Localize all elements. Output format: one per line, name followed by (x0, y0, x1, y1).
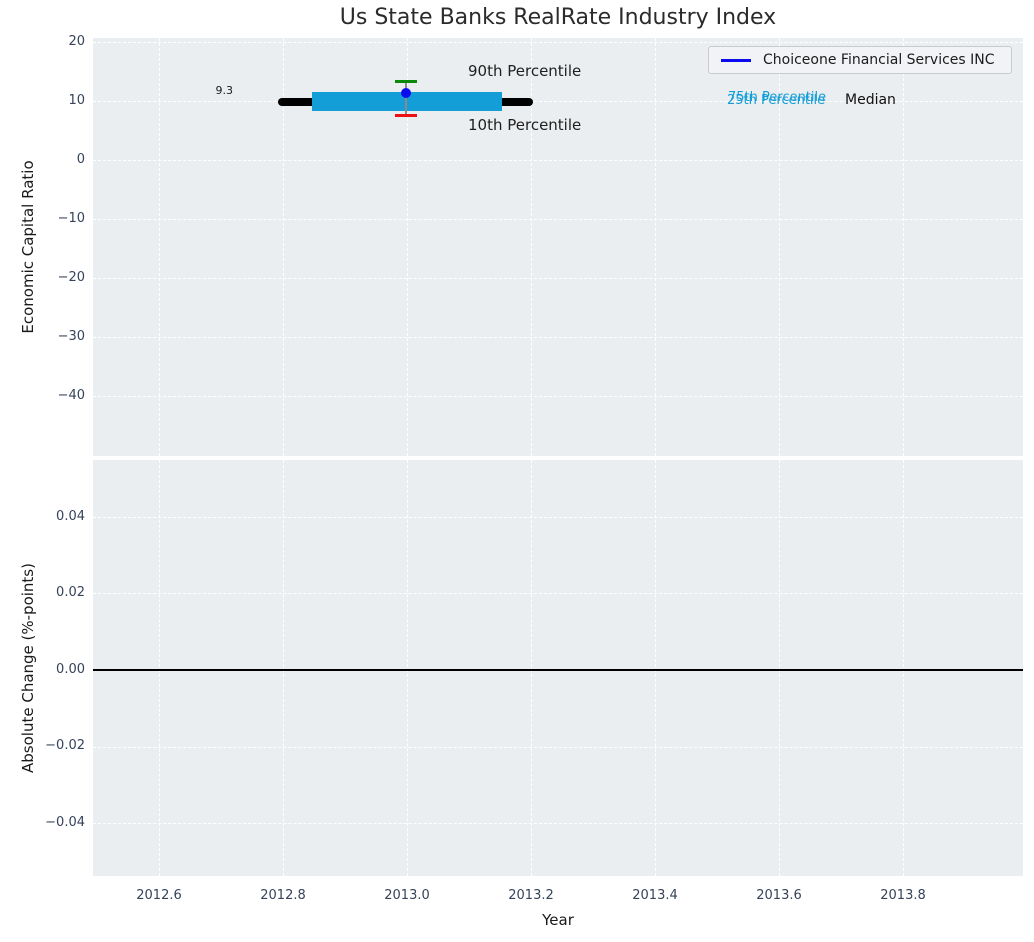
p10-annotation: 10th Percentile (468, 116, 582, 134)
gridline-vertical (903, 38, 904, 456)
x-tick-label: 2013.8 (880, 888, 926, 903)
y-tick-label: 0.00 (56, 662, 85, 677)
iqr-box (312, 92, 502, 111)
gridline-vertical (283, 460, 284, 876)
gridline-horizontal (93, 823, 1023, 824)
legend-line-sample (721, 58, 751, 62)
legend-label: Choiceone Financial Services INC (763, 52, 995, 68)
bottom-plot-area (93, 460, 1023, 876)
y-tick-label: −30 (57, 329, 85, 344)
gridline-vertical (407, 460, 408, 876)
gridline-horizontal (93, 101, 1023, 102)
x-axis-label: Year (542, 911, 574, 929)
legend-box: Choiceone Financial Services INC (708, 46, 1012, 74)
y-tick-label: 20 (68, 34, 85, 49)
p10-cap (395, 114, 417, 117)
gridline-horizontal (93, 593, 1023, 594)
x-tick-label: 2012.8 (260, 888, 306, 903)
x-tick-label: 2013.2 (508, 888, 554, 903)
gridline-vertical (655, 38, 656, 456)
gridline-horizontal (93, 42, 1023, 43)
gridline-vertical (655, 460, 656, 876)
p90-cap (395, 80, 417, 83)
gridline-vertical (531, 38, 532, 456)
gridline-horizontal (93, 160, 1023, 161)
x-tick-label: 2013.4 (632, 888, 678, 903)
gridline-horizontal (93, 517, 1023, 518)
top-y-axis-label: Economic Capital Ratio (19, 160, 37, 334)
zero-reference-line (93, 669, 1023, 671)
gridline-vertical (159, 460, 160, 876)
whisker-line (405, 81, 407, 116)
y-tick-label: −20 (57, 270, 85, 285)
company-marker-dot (401, 88, 411, 98)
p75-annotation: 75th Percentile (728, 90, 827, 105)
y-tick-label: 0.04 (56, 509, 85, 524)
y-tick-label: −40 (57, 388, 85, 403)
gridline-vertical (159, 38, 160, 456)
top-plot-area: 9.3 90th Percentile 10th Percentile 75th… (93, 38, 1023, 456)
gridline-horizontal (93, 747, 1023, 748)
gridline-horizontal (93, 396, 1023, 397)
x-tick-label: 2013.0 (384, 888, 430, 903)
p90-annotation: 90th Percentile (468, 62, 582, 80)
y-tick-label: 0.02 (56, 585, 85, 600)
gridline-horizontal (93, 337, 1023, 338)
y-tick-label: −0.04 (45, 815, 85, 830)
gridline-vertical (407, 38, 408, 456)
gridline-vertical (531, 460, 532, 876)
gridline-vertical (903, 460, 904, 876)
median-annotation: Median (845, 92, 896, 108)
gridline-vertical (779, 460, 780, 876)
gridline-vertical (283, 38, 284, 456)
median-value-annotation: 9.3 (215, 84, 234, 97)
y-tick-label: 0 (76, 152, 85, 167)
x-tick-label: 2013.6 (756, 888, 802, 903)
y-tick-label: −10 (57, 211, 85, 226)
bottom-y-axis-label: Absolute Change (%-points) (19, 563, 37, 773)
chart-title: Us State Banks RealRate Industry Index (339, 5, 777, 30)
p25-annotation: 25th Percentile (727, 93, 826, 108)
gridline-horizontal (93, 219, 1023, 220)
gridline-horizontal (93, 278, 1023, 279)
y-tick-label: −0.02 (45, 738, 85, 753)
y-tick-label: 10 (68, 93, 85, 108)
gridline-vertical (779, 38, 780, 456)
x-tick-label: 2012.6 (136, 888, 182, 903)
